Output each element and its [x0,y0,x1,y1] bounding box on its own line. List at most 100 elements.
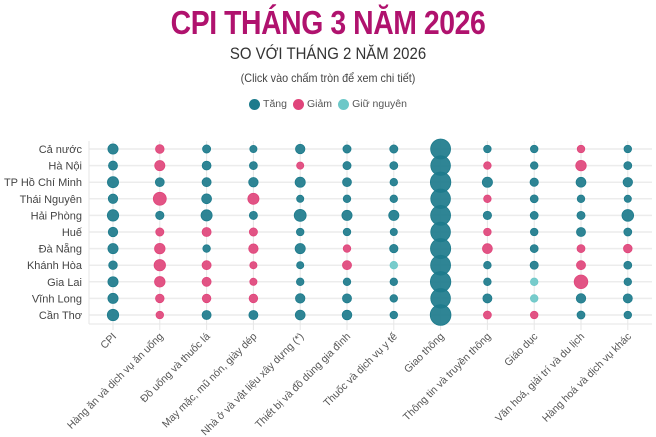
dot-tang[interactable] [623,310,632,320]
dot-tang[interactable] [342,293,352,304]
dot-giam[interactable] [342,244,352,253]
dot-tang[interactable] [529,177,539,187]
dot-giam[interactable] [482,243,493,254]
dot-tang[interactable] [389,161,399,170]
dot-tang[interactable] [389,228,398,236]
dot-tang[interactable] [576,210,586,220]
dot-giam[interactable] [483,310,492,320]
dot-tang[interactable] [342,161,352,171]
dot-giam[interactable] [152,191,167,206]
dot-tang[interactable] [342,227,352,237]
dot-tang[interactable] [622,293,633,304]
dot-tang[interactable] [529,244,539,253]
dot-tang[interactable] [529,194,539,204]
dot-giam[interactable] [249,261,258,270]
dot-giam[interactable] [576,244,586,253]
dot-tang[interactable] [295,293,306,304]
dot-tang[interactable] [107,276,119,288]
dot-tang[interactable] [248,210,258,220]
dot-tang[interactable] [155,210,165,220]
dot-tang[interactable] [389,178,398,187]
dot-giam[interactable] [576,144,586,154]
dot-tang[interactable] [202,144,212,154]
dot-tang[interactable] [108,160,118,171]
dot-tang[interactable] [623,260,633,270]
dot-tang[interactable] [107,226,119,238]
dot-tang[interactable] [389,310,398,320]
dot-tang[interactable] [107,143,119,155]
dot-tang[interactable] [576,310,586,320]
dot-tang[interactable] [201,160,212,171]
dot-tang[interactable] [294,309,306,321]
dot-tang[interactable] [483,261,492,270]
dot-giam[interactable] [201,227,212,237]
dot-tang[interactable] [248,310,259,320]
dot-tang[interactable] [202,244,211,253]
dot-tang[interactable] [575,176,587,188]
dot-tang[interactable] [201,193,212,205]
dot-giam[interactable] [483,194,492,203]
dot-giam[interactable] [154,160,166,172]
dot-tang[interactable] [529,260,539,270]
dot-tang[interactable] [623,161,633,170]
dot-tang[interactable] [481,176,493,188]
dot-tang[interactable] [530,161,539,170]
dot-tang[interactable] [576,194,586,203]
dot-tang[interactable] [201,310,212,320]
dot-tang[interactable] [201,177,212,188]
dot-tang[interactable] [576,227,586,237]
dot-tang[interactable] [154,177,165,188]
legend-item-giam[interactable]: Giảm [292,98,332,110]
dot-tang[interactable] [106,308,120,322]
dot-tang[interactable] [248,177,259,188]
dot-tang[interactable] [294,243,306,255]
dot-giam[interactable] [201,260,212,271]
dot-tang[interactable] [483,144,492,154]
dot-giu-nguyen[interactable] [530,277,539,286]
legend-item-giu-nguyen[interactable]: Giữ nguyên [338,98,407,110]
dot-tang[interactable] [296,277,305,286]
dot-tang[interactable] [482,210,492,220]
dot-tang[interactable] [249,145,258,153]
dot-giam[interactable] [155,144,165,154]
dot-tang[interactable] [623,277,632,286]
dot-tang[interactable] [621,209,635,222]
dot-giam[interactable] [530,310,539,320]
dot-giam[interactable] [155,293,165,304]
legend-item-tang[interactable]: Tăng [249,98,287,110]
dot-giam[interactable] [483,227,492,237]
dot-tang[interactable] [623,227,633,237]
dot-giam[interactable] [248,293,259,304]
dot-giam[interactable] [155,227,165,237]
dot-tang[interactable] [575,293,587,304]
dot-giam[interactable] [247,192,260,205]
dot-giam[interactable] [201,293,212,304]
dot-giam[interactable] [201,276,212,287]
dot-giam[interactable] [248,243,259,254]
dot-tang[interactable] [107,292,119,304]
dot-tang[interactable] [429,304,452,326]
dot-tang[interactable] [294,176,306,188]
dot-tang[interactable] [389,294,398,303]
dot-tang[interactable] [389,244,399,254]
dot-giu-nguyen[interactable] [530,294,539,303]
dot-tang[interactable] [389,277,398,286]
dot-giam[interactable] [573,274,589,290]
dot-tang[interactable] [108,260,118,270]
dot-tang[interactable] [296,194,305,203]
dot-tang[interactable] [293,209,307,222]
dot-tang[interactable] [530,144,539,154]
dot-giam[interactable] [342,260,352,271]
dot-tang[interactable] [106,209,120,222]
dot-tang[interactable] [296,227,305,237]
dot-tang[interactable] [107,176,119,189]
dot-giam[interactable] [575,159,587,172]
dot-tang[interactable] [341,309,353,321]
dot-tang[interactable] [622,177,633,188]
dot-tang[interactable] [483,277,492,286]
dot-tang[interactable] [342,194,352,203]
dot-tang[interactable] [107,193,119,204]
dot-giam[interactable] [483,161,492,170]
dot-giam[interactable] [154,242,166,255]
dot-tang[interactable] [342,277,352,286]
